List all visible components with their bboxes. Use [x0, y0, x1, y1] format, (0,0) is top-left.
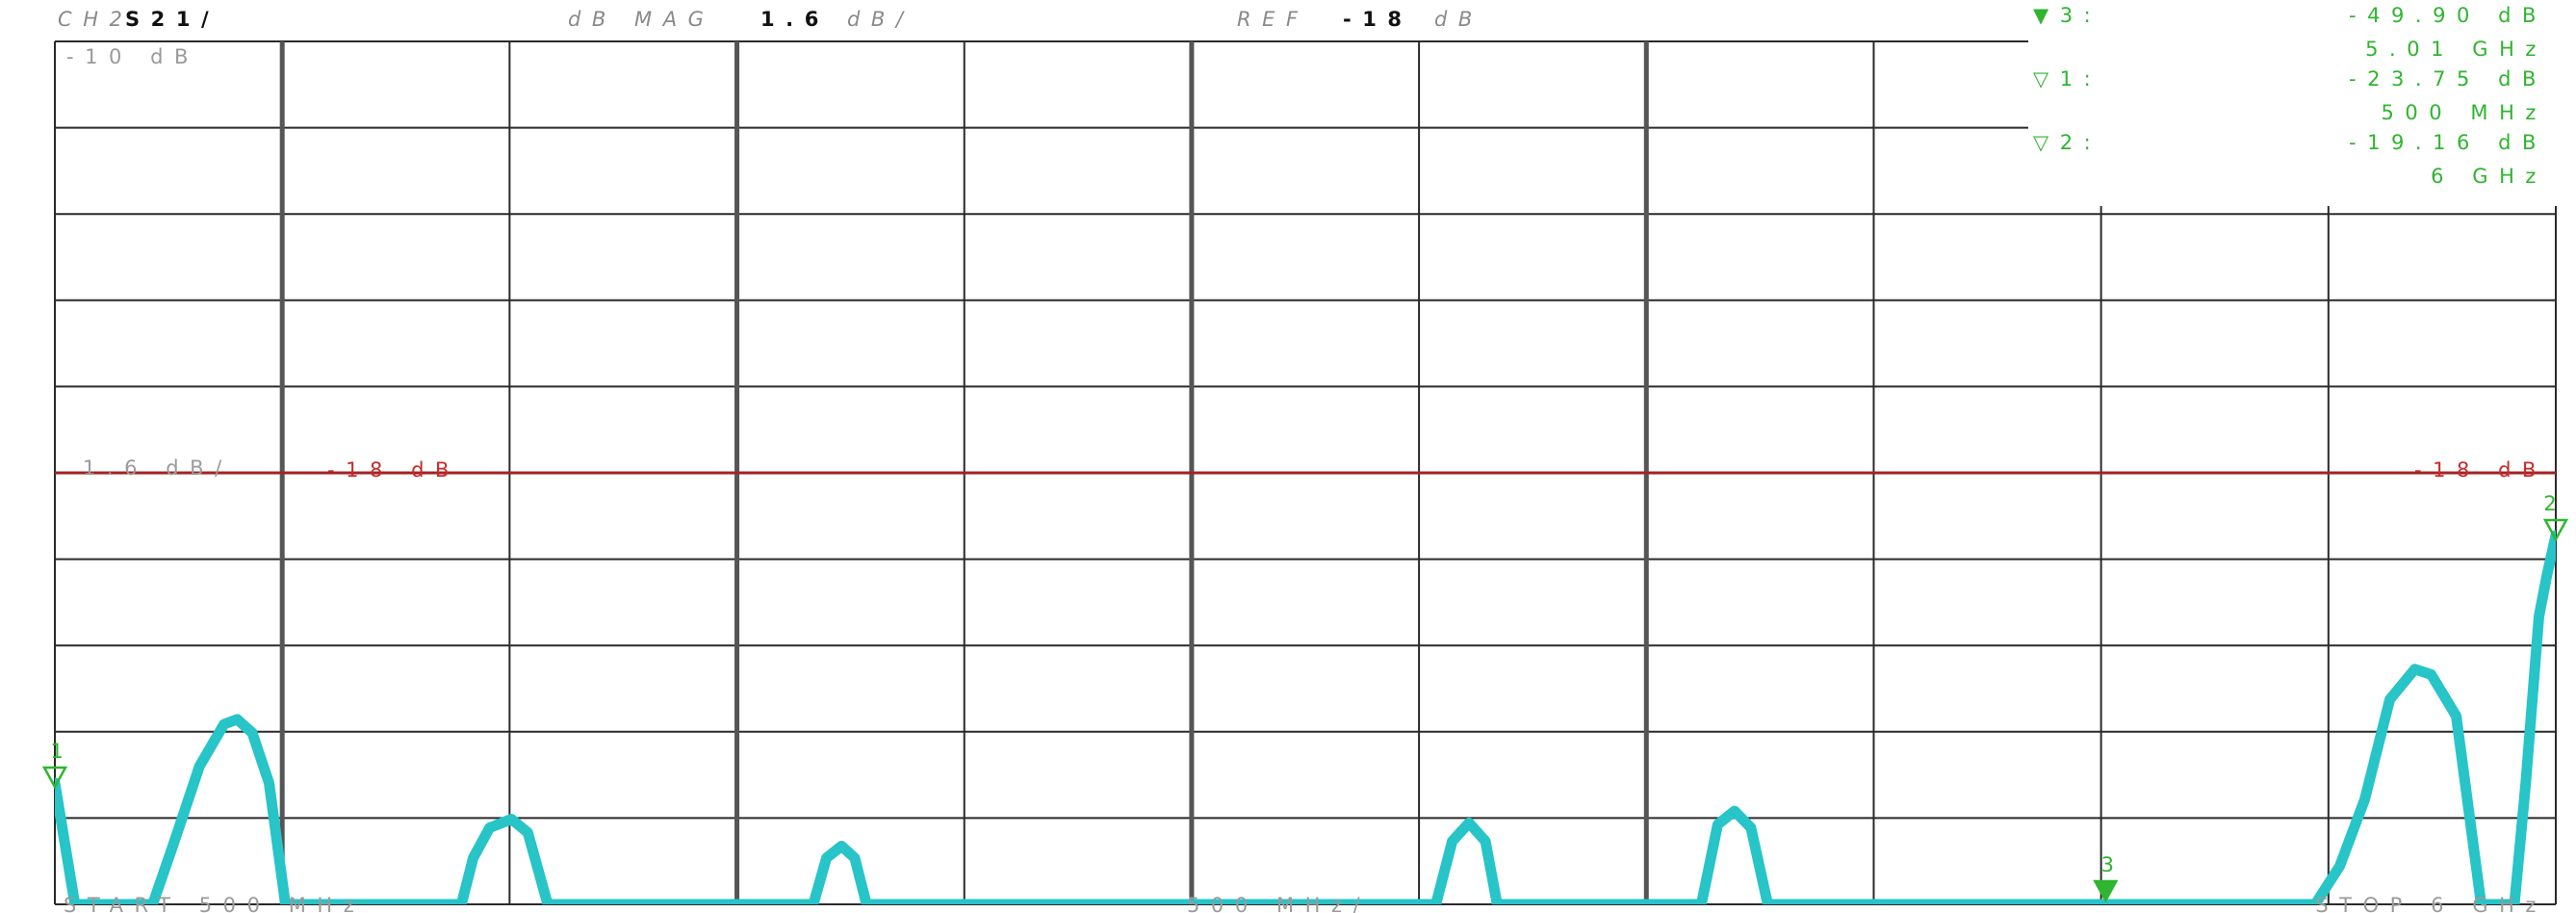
- trace-layer: [55, 471, 2556, 904]
- top-label: -10 dB: [66, 45, 199, 68]
- marker-value: -19.16 dB: [2349, 131, 2547, 154]
- ref-key: REF: [1237, 8, 1309, 31]
- ref-left-label: -18 dB: [327, 458, 460, 482]
- marker-x: 500 MHz: [2381, 101, 2547, 124]
- marker-readout: ▽2:: [2033, 131, 2101, 154]
- marker-value: -23.75 dB: [2349, 67, 2547, 91]
- format: dB MAG: [568, 8, 714, 31]
- ref-unit: dB: [1434, 8, 1483, 31]
- marker-value: -49.90 dB: [2349, 4, 2547, 27]
- scale-unit: dB/: [847, 8, 914, 31]
- marker-id: 2: [2543, 492, 2556, 515]
- stop-label: STOP 6 GHz: [2315, 894, 2547, 913]
- ref-value: -18: [1343, 8, 1413, 31]
- trace: [55, 530, 2556, 904]
- div-label: 500 MHz/: [1187, 894, 1371, 913]
- scale: 1.6: [760, 8, 830, 31]
- marker-id: 3: [2101, 853, 2114, 876]
- ref-right-label: -18 dB: [2414, 458, 2547, 482]
- parameter: S21/: [125, 8, 219, 31]
- marker: [2093, 879, 2119, 903]
- marker-x: 5.01 GHz: [2365, 38, 2547, 61]
- marker-id: 1: [50, 740, 63, 763]
- channel: CH2: [58, 8, 133, 31]
- marker: [41, 766, 68, 790]
- marker-readout: ▽1:: [2033, 67, 2101, 91]
- marker-x: 6 GHz: [2431, 165, 2547, 188]
- marker: [2542, 518, 2569, 542]
- marker-readout: ▼3:: [2033, 4, 2101, 27]
- start-label: START 500 MHz: [64, 894, 365, 913]
- ref-scale-label: 1.6 dB/: [83, 456, 233, 480]
- marker-panel: [2028, 0, 2576, 206]
